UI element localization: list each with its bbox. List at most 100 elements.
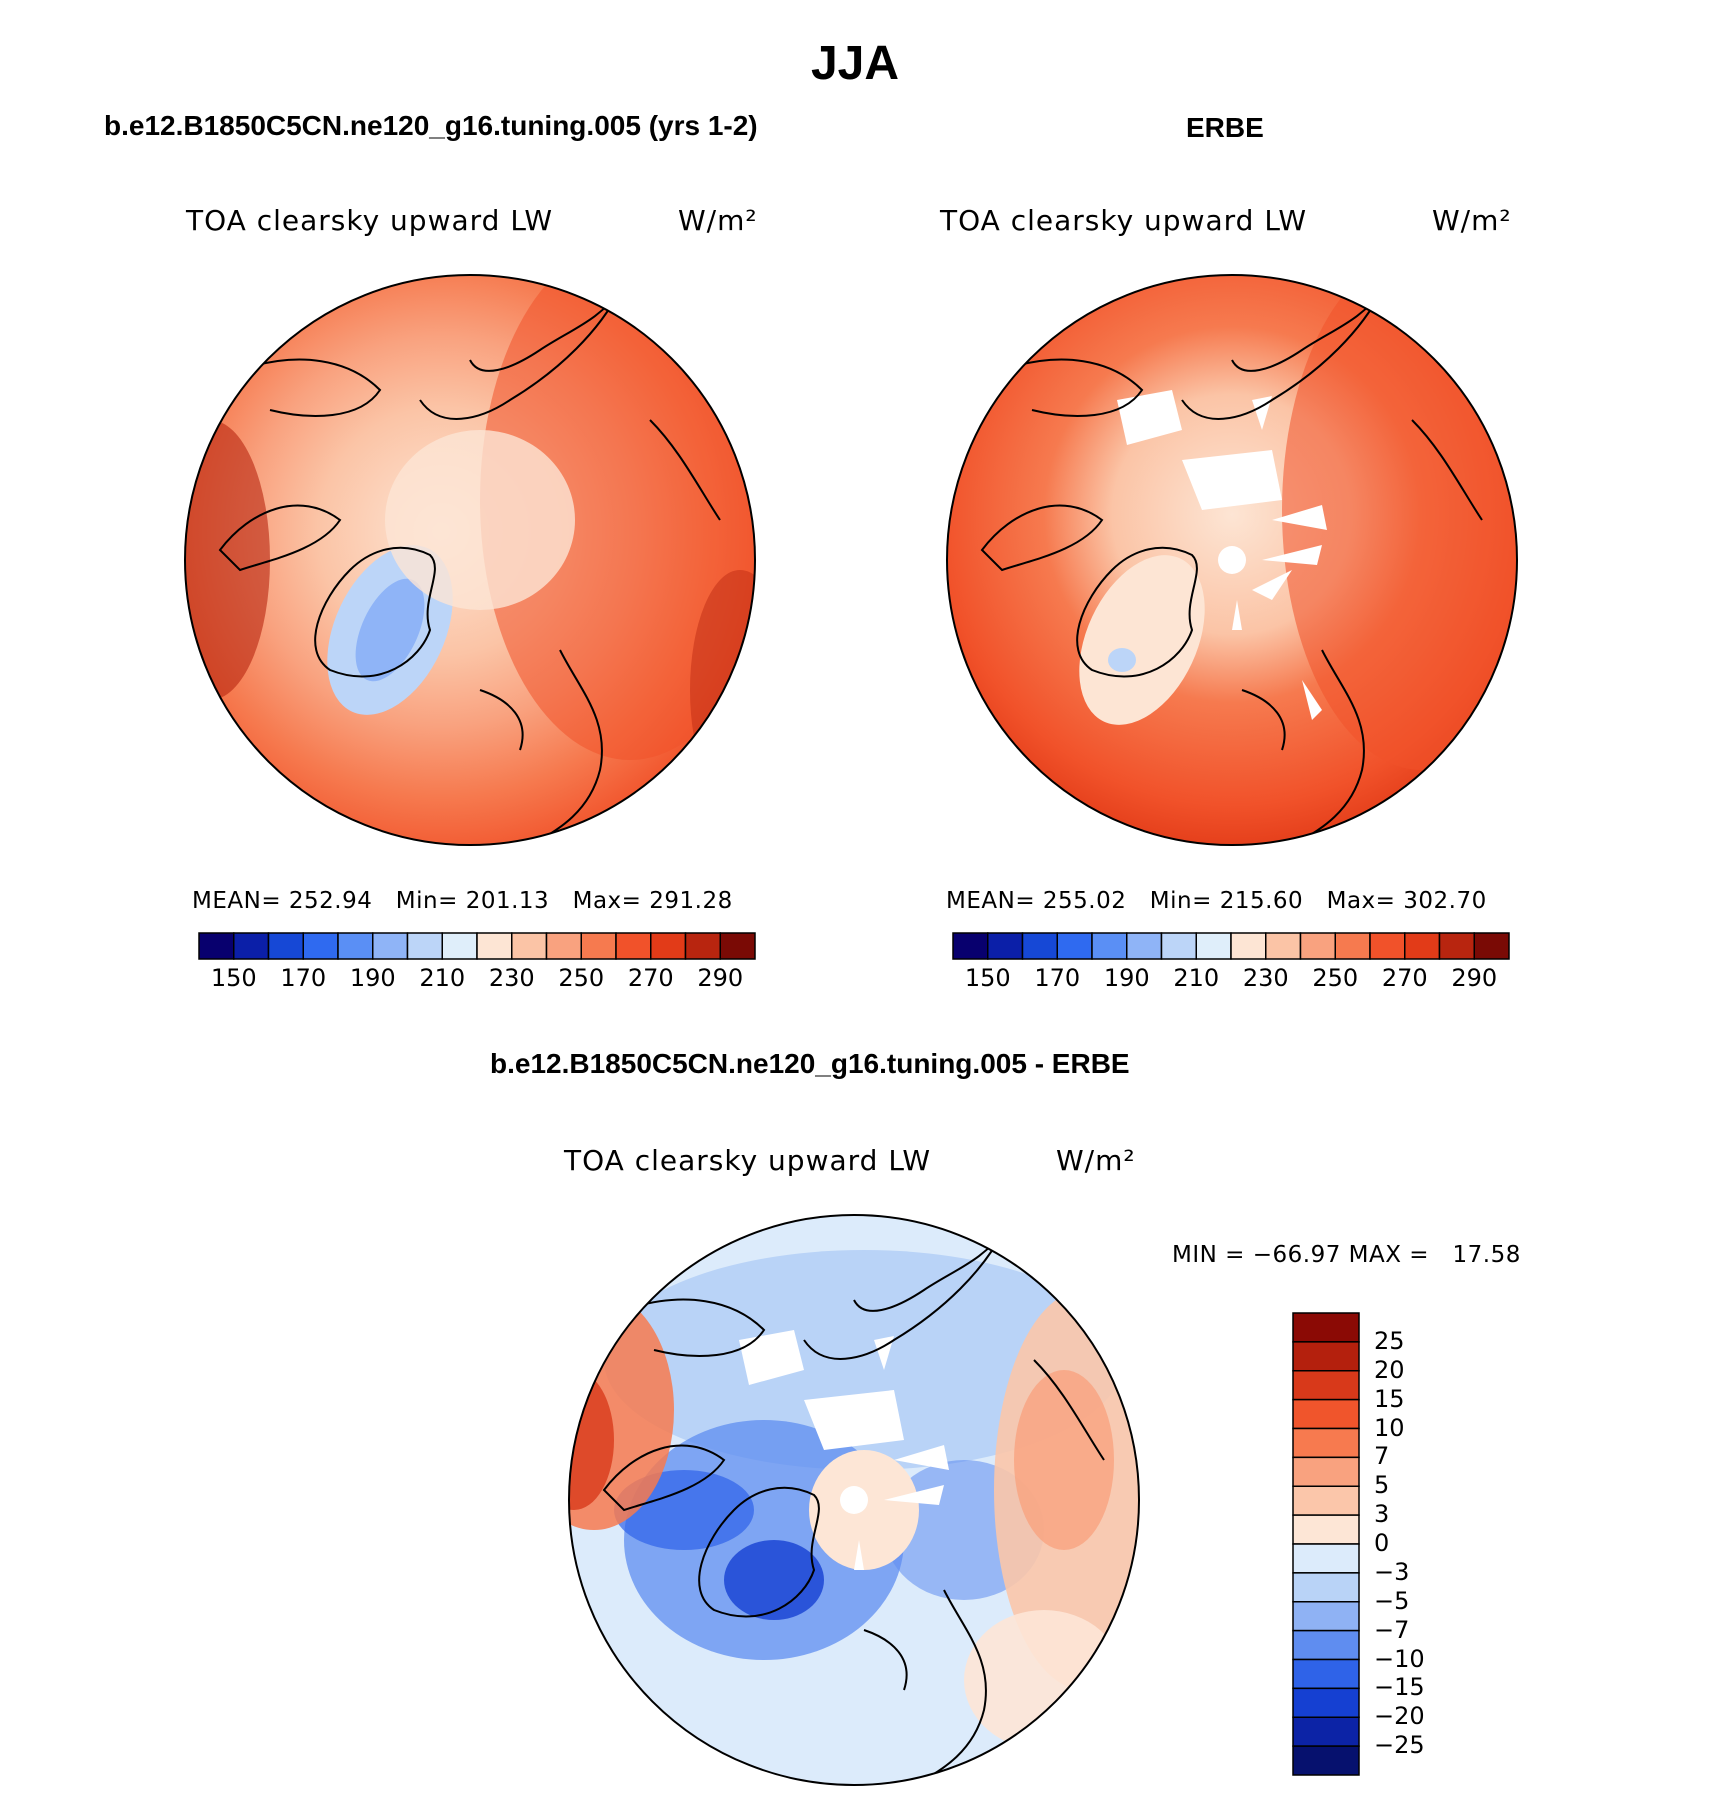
colorbar-swatch — [1438, 932, 1475, 960]
model-units-label: W/m² — [678, 204, 758, 237]
obs-missing-data-wedges — [1117, 390, 1327, 720]
model-stats: MEAN= 252.94 Min= 201.13 Max= 291.28 — [192, 888, 733, 914]
colorbar-swatch — [1265, 932, 1302, 960]
colorbar-swatch — [1292, 1572, 1360, 1603]
model-case-title: b.e12.B1850C5CN.ne120_g16.tuning.005 (yr… — [104, 110, 758, 141]
colorbar-swatch — [987, 932, 1024, 960]
colorbar-swatch — [1369, 932, 1406, 960]
colorbar-tick-label: −25 — [1374, 1731, 1425, 1760]
colorbar-swatch — [1195, 932, 1232, 960]
colorbar-swatch — [1292, 1427, 1360, 1459]
colorbar-tick-label: 270 — [627, 964, 674, 992]
colorbar-swatch — [1292, 1514, 1360, 1545]
colorbar-swatch — [1292, 1745, 1360, 1776]
colorbar-swatch — [1404, 932, 1441, 960]
colorbar-tick-label: −15 — [1374, 1673, 1425, 1702]
colorbar-swatch — [406, 932, 443, 960]
colorbar-swatch — [1292, 1341, 1360, 1372]
colorbar-tick-label: 20 — [1374, 1355, 1405, 1384]
obs-colorbar — [952, 932, 1510, 960]
colorbar-swatch — [615, 932, 652, 960]
colorbar-tick-label: 290 — [697, 964, 744, 992]
colorbar-tick-label: 25 — [1374, 1326, 1405, 1355]
model-colorbar — [198, 932, 756, 960]
colorbar-swatch — [337, 932, 374, 960]
colorbar-swatch — [1473, 932, 1510, 960]
obs-stats: MEAN= 255.02 Min= 215.60 Max= 302.70 — [946, 888, 1487, 914]
colorbar-swatch — [1230, 932, 1267, 960]
colorbar-swatch — [1292, 1716, 1360, 1747]
colorbar-tick-label: 210 — [419, 964, 466, 992]
obs-units-label: W/m² — [1432, 204, 1512, 237]
colorbar-swatch — [1292, 1601, 1360, 1632]
colorbar-tick-label: −5 — [1374, 1586, 1410, 1615]
colorbar-swatch — [1160, 932, 1197, 960]
diff-missing-data-wedges — [739, 1330, 949, 1570]
diff-colorbar-ticks: 25 20 15 10 7 5 3 0 −3 −5 −7 −10 −15 −20 −25 — [1374, 1310, 1484, 1780]
colorbar-tick-label: 170 — [1034, 964, 1081, 992]
colorbar-swatch — [1292, 1485, 1360, 1516]
colorbar-tick-label: −10 — [1374, 1644, 1425, 1673]
colorbar-tick-label: 170 — [280, 964, 327, 992]
colorbar-swatch — [267, 932, 304, 960]
obs-coastlines — [980, 289, 1483, 845]
colorbar-tick-label: 150 — [210, 964, 257, 992]
colorbar-swatch — [684, 932, 721, 960]
diff-variable-label: TOA clearsky upward LW — [564, 1144, 932, 1177]
colorbar-swatch — [1299, 932, 1336, 960]
model-variable-label: TOA clearsky upward LW — [186, 204, 554, 237]
colorbar-tick-label: 0 — [1374, 1529, 1390, 1557]
colorbar-tick-label: 5 — [1374, 1471, 1390, 1500]
colorbar-swatch — [1091, 932, 1128, 960]
obs-variable-label: TOA clearsky upward LW — [940, 204, 1308, 237]
colorbar-tick-label: 230 — [488, 964, 535, 992]
colorbar-tick-label: 210 — [1173, 964, 1220, 992]
colorbar-swatch — [1021, 932, 1058, 960]
diff-units-label: W/m² — [1056, 1144, 1136, 1177]
diff-coastlines — [602, 1229, 1105, 1785]
diff-colorbar — [1292, 1312, 1360, 1776]
colorbar-tick-label: 3 — [1374, 1500, 1390, 1529]
colorbar-tick-label: 250 — [558, 964, 605, 992]
colorbar-swatch — [372, 932, 409, 960]
colorbar-swatch — [233, 932, 270, 960]
obs-polar-map — [946, 274, 1518, 846]
model-polar-map — [184, 274, 756, 846]
season-title: JJA — [810, 37, 900, 90]
colorbar-tick-label: 290 — [1451, 964, 1498, 992]
diff-case-title: b.e12.B1850C5CN.ne120_g16.tuning.005 - E… — [490, 1048, 1130, 1079]
colorbar-swatch — [1292, 1658, 1360, 1690]
colorbar-tick-label: 230 — [1242, 964, 1289, 992]
diff-polar-map — [568, 1214, 1140, 1786]
colorbar-swatch — [1126, 932, 1163, 960]
colorbar-swatch — [650, 932, 687, 960]
colorbar-swatch — [1292, 1398, 1360, 1430]
colorbar-swatch — [719, 932, 756, 960]
colorbar-swatch — [1292, 1370, 1360, 1401]
colorbar-swatch — [511, 932, 548, 960]
colorbar-tick-label: 250 — [1312, 964, 1359, 992]
model-coastlines — [218, 289, 721, 845]
colorbar-tick-label: −3 — [1374, 1557, 1410, 1586]
colorbar-swatch — [1292, 1543, 1360, 1574]
colorbar-tick-label: −20 — [1374, 1702, 1425, 1731]
colorbar-swatch — [1292, 1456, 1360, 1487]
colorbar-swatch — [1292, 1312, 1360, 1343]
obs-colorbar-ticks: 150 170 190 210 230 250 270 290 — [950, 964, 1512, 998]
colorbar-tick-label: 190 — [1103, 964, 1150, 992]
colorbar-tick-label: 10 — [1374, 1413, 1405, 1442]
colorbar-swatch — [1292, 1629, 1360, 1661]
colorbar-swatch — [1334, 932, 1371, 960]
colorbar-tick-label: 15 — [1374, 1384, 1405, 1413]
colorbar-tick-label: 190 — [349, 964, 396, 992]
obs-case-title: ERBE — [1186, 112, 1264, 143]
colorbar-tick-label: 150 — [964, 964, 1011, 992]
colorbar-swatch — [580, 932, 617, 960]
colorbar-swatch — [1292, 1687, 1360, 1718]
colorbar-swatch — [441, 932, 478, 960]
colorbar-swatch — [1056, 932, 1093, 960]
colorbar-tick-label: 270 — [1381, 964, 1428, 992]
colorbar-swatch — [545, 932, 582, 960]
colorbar-tick-label: 7 — [1374, 1442, 1390, 1471]
colorbar-swatch — [302, 932, 339, 960]
